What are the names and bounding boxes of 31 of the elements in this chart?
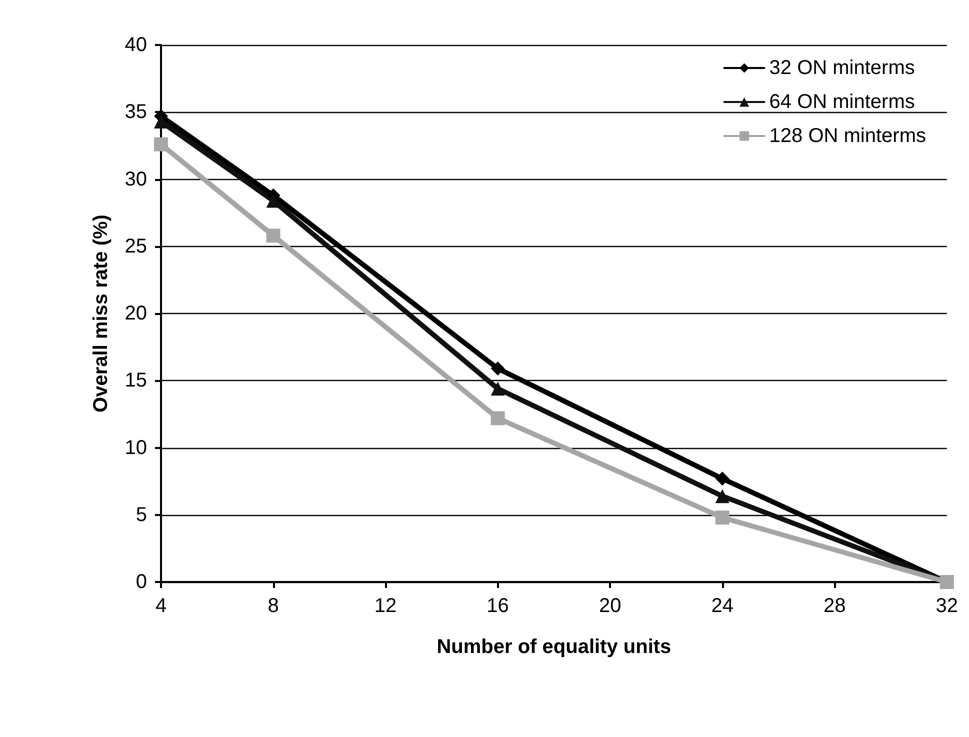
- point: [266, 228, 280, 243]
- y-tick-label: 30: [124, 168, 147, 190]
- point: [715, 472, 730, 486]
- point: [715, 489, 730, 504]
- legend-label: 32 ON minterms: [769, 57, 915, 79]
- x-tick-label: 4: [155, 595, 167, 617]
- x-tick-label: 32: [936, 595, 958, 617]
- y-axis-title: Overall miss rate (%): [90, 214, 112, 412]
- legend-label: 128 ON minterms: [769, 125, 926, 147]
- x-tick-label: 16: [486, 595, 509, 617]
- x-tick-label: 20: [598, 595, 622, 617]
- y-tick-label: 15: [124, 370, 147, 392]
- y-tick-label: 0: [136, 571, 147, 593]
- x-tick-label: 24: [711, 595, 734, 617]
- y-tick-label: 40: [124, 34, 147, 56]
- x-tick-label: 28: [823, 595, 846, 617]
- y-tick-label: 20: [124, 302, 147, 324]
- y-tick-label: 5: [136, 504, 147, 526]
- point: [715, 510, 730, 525]
- y-tick-label: 25: [124, 235, 147, 258]
- x-axis-title: Number of equality units: [436, 636, 672, 658]
- y-tick-label: 10: [124, 436, 147, 459]
- legend-label: 64 ON minterms: [769, 91, 915, 113]
- point: [490, 411, 505, 426]
- point: [154, 137, 168, 152]
- x-tick-label: 12: [374, 595, 397, 617]
- x-tick-label: 8: [268, 595, 279, 617]
- point: [490, 382, 505, 396]
- point: [154, 114, 168, 129]
- y-tick-label: 35: [124, 101, 147, 124]
- point: [490, 362, 505, 376]
